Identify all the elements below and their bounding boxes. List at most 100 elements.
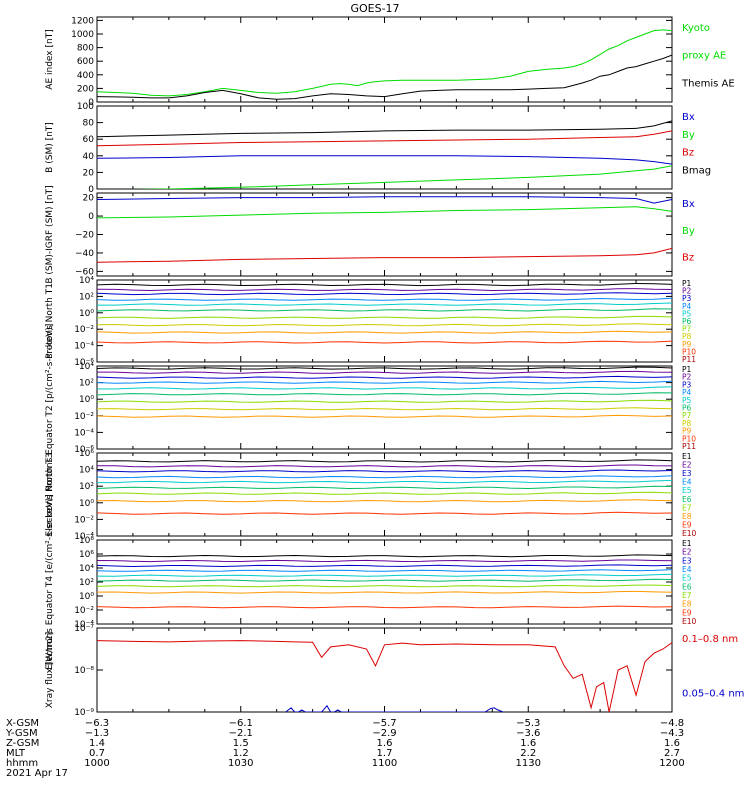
x-axis-value: −2.9 bbox=[372, 728, 396, 739]
legend-entry: By bbox=[682, 130, 695, 141]
y-tick-label: 10⁻⁴ bbox=[74, 342, 94, 352]
series-line-en-3 bbox=[97, 475, 672, 479]
series-line-ee-5 bbox=[97, 578, 672, 582]
legend-entry: 0.1–0.8 nm bbox=[682, 634, 738, 645]
x-axis-row-label: MLT bbox=[6, 748, 26, 759]
legend-entry: P7 bbox=[682, 411, 692, 420]
panel-frame-xray bbox=[96, 627, 673, 713]
series-line-ee-2 bbox=[97, 564, 672, 568]
y-tick-label: 40 bbox=[83, 152, 95, 162]
series-line-pe-2 bbox=[97, 375, 672, 379]
y-tick-label: 100 bbox=[77, 102, 94, 112]
series-line-bigrf-0 bbox=[97, 196, 672, 204]
y-tick-label: 10² bbox=[79, 379, 94, 389]
series-line-en-0 bbox=[97, 459, 672, 463]
y-tick-label: 10⁻⁴ bbox=[74, 532, 94, 542]
series-line-pn-9 bbox=[97, 340, 672, 344]
x-axis-value: −4.3 bbox=[660, 728, 684, 739]
series-line-ee-6 bbox=[97, 584, 672, 588]
x-axis-value: −6.3 bbox=[85, 718, 109, 729]
series-line-pn-0 bbox=[97, 282, 672, 287]
x-axis-value: 1.7 bbox=[377, 748, 393, 759]
y-tick-label: 10⁰ bbox=[79, 309, 94, 319]
y-tick-label: 600 bbox=[77, 57, 94, 67]
legend-entry: Kyoto bbox=[682, 23, 710, 34]
legend-entry: By bbox=[682, 226, 695, 237]
legend-entry: P11 bbox=[682, 442, 696, 451]
x-axis-value: 1.5 bbox=[233, 738, 249, 749]
legend-entry: P6 bbox=[682, 404, 692, 413]
legend-entry: E4 bbox=[682, 565, 692, 574]
y-tick-label: 10⁻⁶ bbox=[74, 358, 94, 368]
series-line-pn-5 bbox=[97, 308, 672, 312]
series-line-pn-3 bbox=[97, 297, 672, 301]
panel-frame-bsm bbox=[96, 105, 673, 190]
legend-entry: E1 bbox=[682, 539, 692, 548]
legend-entry: P1 bbox=[682, 279, 692, 288]
y-tick-label: −60 bbox=[75, 267, 94, 277]
x-axis-value: 1.2 bbox=[233, 748, 249, 759]
legend-entry: E5 bbox=[682, 574, 692, 583]
x-axis-value: −5.3 bbox=[516, 718, 540, 729]
series-line-ee-1 bbox=[97, 559, 672, 563]
legend-entry: P6 bbox=[682, 317, 692, 326]
series-line-pe-7 bbox=[97, 407, 672, 411]
y-tick-label: 800 bbox=[77, 44, 94, 54]
y-axis-label: B (SM) [nT] bbox=[45, 122, 55, 173]
series-line-pe-5 bbox=[97, 392, 672, 396]
y-tick-label: 10⁴ bbox=[79, 466, 94, 476]
series-line-bsm-3 bbox=[123, 165, 672, 189]
legend-entry: P4 bbox=[682, 388, 692, 397]
legend-entry: proxy AE bbox=[682, 51, 726, 62]
y-axis-label: Protons Equator T2 [p/(cm²-s-sr-keV)] bbox=[45, 324, 55, 492]
x-axis-value: 1100 bbox=[372, 758, 397, 769]
y-axis-label: B (SM)-IGRF (SM) [nT] bbox=[45, 185, 55, 283]
series-line-bsm-0 bbox=[97, 120, 672, 138]
legend-entry: Themis AE bbox=[681, 78, 735, 89]
legend-entry: Bz bbox=[682, 253, 694, 264]
y-tick-label: 10⁶ bbox=[79, 449, 94, 459]
legend-entry: P11 bbox=[682, 355, 696, 364]
y-tick-label: 10⁻² bbox=[74, 606, 94, 616]
x-axis-value: −2.1 bbox=[229, 728, 253, 739]
y-tick-label: 10⁰ bbox=[79, 592, 94, 602]
series-line-en-7 bbox=[97, 499, 672, 503]
y-tick-label: 0 bbox=[88, 98, 94, 108]
legend-entry: P10 bbox=[682, 434, 696, 443]
y-tick-label: 10⁻⁴ bbox=[74, 428, 94, 438]
panel-frame-ee bbox=[96, 539, 673, 625]
x-axis-value: −4.8 bbox=[660, 718, 684, 729]
y-axis-label: AE index [nT] bbox=[45, 29, 55, 89]
legend-entry: P7 bbox=[682, 325, 692, 334]
panel-frame-pn bbox=[96, 279, 673, 363]
series-line-en-1 bbox=[97, 464, 672, 468]
legend-entry: P4 bbox=[682, 302, 692, 311]
y-tick-label: 1200 bbox=[71, 16, 94, 26]
series-line-pe-3 bbox=[97, 380, 672, 384]
x-axis-value: −1.3 bbox=[85, 728, 109, 739]
series-line-pe-0 bbox=[97, 366, 672, 370]
series-line-en-5 bbox=[97, 485, 672, 490]
y-tick-label: 10⁸ bbox=[79, 536, 94, 546]
y-tick-label: 0 bbox=[88, 185, 94, 195]
x-axis-value: −3.6 bbox=[516, 728, 540, 739]
legend-entry: E10 bbox=[682, 617, 697, 626]
legend-entry: P5 bbox=[682, 309, 692, 318]
legend-entry: P2 bbox=[682, 287, 692, 296]
series-line-ae-0 bbox=[97, 29, 672, 97]
legend-entry: P9 bbox=[682, 427, 692, 436]
legend-entry: P3 bbox=[682, 380, 692, 389]
series-line-pn-6 bbox=[97, 315, 672, 319]
x-axis-value: −5.7 bbox=[372, 718, 396, 729]
x-axis-value: 1200 bbox=[659, 758, 684, 769]
y-tick-label: 10² bbox=[79, 578, 94, 588]
y-tick-label: 60 bbox=[83, 135, 95, 145]
y-tick-label: 10⁶ bbox=[79, 550, 94, 560]
y-tick-label: 10⁻² bbox=[74, 412, 94, 422]
series-line-en-2 bbox=[97, 469, 672, 473]
series-line-xray-0 bbox=[97, 640, 672, 712]
legend-entry: P1 bbox=[682, 365, 692, 374]
legend-entry: P10 bbox=[682, 347, 696, 356]
y-tick-label: 20 bbox=[83, 194, 95, 204]
